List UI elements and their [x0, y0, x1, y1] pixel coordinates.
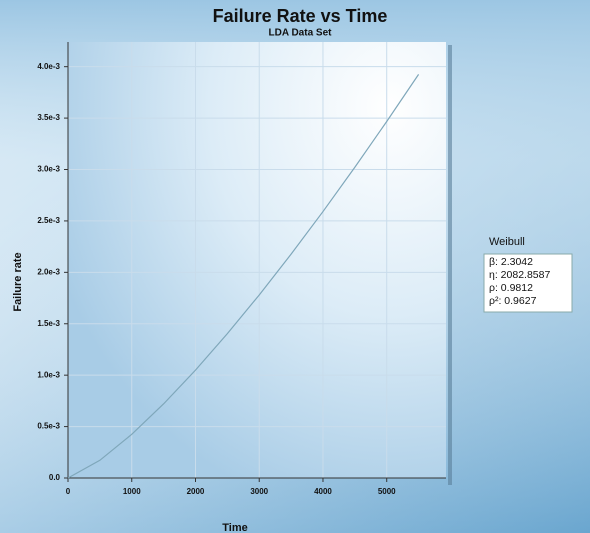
x-tick-label: 1000	[123, 487, 141, 496]
x-axis-label: Time	[222, 522, 247, 533]
y-tick-label: 2.0e-3	[37, 267, 60, 276]
plot-shadow	[448, 45, 452, 485]
chart-subtitle: LDA Data Set	[269, 28, 333, 39]
y-tick-label: 3.0e-3	[37, 165, 60, 174]
x-tick-label: 0	[66, 487, 71, 496]
x-tick-label: 4000	[314, 487, 332, 496]
x-tick-label: 5000	[378, 487, 396, 496]
legend-entry: ρ: 0.9812	[489, 282, 533, 294]
y-tick-label: 1.5e-3	[37, 319, 60, 328]
y-tick-label: 0.5e-3	[37, 422, 60, 431]
y-tick-label: 2.5e-3	[37, 216, 60, 225]
chart-title: Failure Rate vs Time	[213, 6, 388, 26]
legend-entry: ρ²: 0.9627	[489, 295, 537, 307]
legend-box	[483, 253, 573, 313]
data-line	[67, 74, 420, 479]
legend-entry: β: 2.3042	[489, 256, 533, 268]
y-tick-label: 3.5e-3	[37, 113, 60, 122]
plot-area	[68, 42, 446, 478]
legend-entry: η: 2082.8587	[489, 269, 550, 281]
x-tick-label: 3000	[250, 487, 268, 496]
legend-title: Weibull	[489, 236, 525, 248]
y-tick-label: 1.0e-3	[37, 370, 60, 379]
x-tick-label: 2000	[187, 487, 205, 496]
y-axis-label: Failure rate	[12, 252, 24, 311]
y-tick-label: 0.0	[49, 473, 61, 482]
y-tick-label: 4.0e-3	[37, 62, 60, 71]
